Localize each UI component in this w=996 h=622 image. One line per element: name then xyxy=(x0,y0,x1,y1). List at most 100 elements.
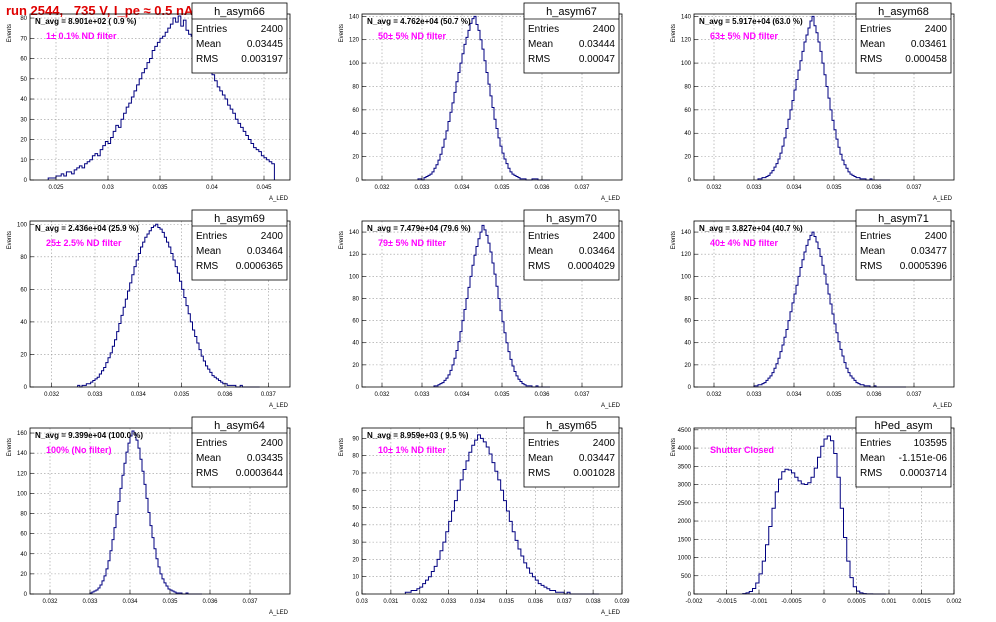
stat-label-rms: RMS xyxy=(860,54,883,65)
x-tick-label: 0.036 xyxy=(534,185,550,191)
stats-box-title: h_asym70 xyxy=(546,213,597,225)
stats-box: h_asym71 Entries 2400 Mean 0.03477 RMS 0.00053… xyxy=(855,209,952,281)
y-tick-label: 80 xyxy=(352,454,359,460)
histogram-panel-h_asym65: 0.03 0.031 0.032 0.033 0.034 0.035 0.036 0.037 0… xyxy=(332,414,664,621)
navg-label: N_avg = 4.762e+04 (50.7 %) xyxy=(367,17,471,26)
stat-label-mean: Mean xyxy=(860,39,885,50)
y-tick-label: 20 xyxy=(352,155,359,161)
x-axis-title: A_LED xyxy=(601,610,621,616)
y-tick-label: 120 xyxy=(681,38,692,44)
stat-label-rms: RMS xyxy=(860,261,883,272)
histogram-svg: 0.032 0.033 0.034 0.035 0.036 0.037 0 20 40 60 80 1… xyxy=(339,2,623,202)
y-tick-label: 80 xyxy=(352,84,359,90)
histogram-panel-h_asym71: 0.032 0.033 0.034 0.035 0.036 0.037 0 20 40 60 80 1… xyxy=(664,207,996,414)
stat-value-entries: 103595 xyxy=(914,438,948,449)
y-tick-label: 120 xyxy=(17,471,28,477)
stats-box: h_asym64 Entries 2400 Mean 0.03435 RMS 0.00036… xyxy=(191,416,288,488)
y-tick-label: 0 xyxy=(688,592,692,598)
stats-box: h_asym66 Entries 2400 Mean 0.03445 RMS 0.00319… xyxy=(191,2,288,74)
filter-annotation: 25± 2.5% ND filter xyxy=(46,238,122,248)
x-tick-label: -0.001 xyxy=(750,599,768,605)
filter-annotation: 100% (No filter) xyxy=(46,445,112,455)
x-tick-label: 0.037 xyxy=(261,392,277,398)
y-tick-label: 80 xyxy=(20,16,27,22)
stat-label-entries: Entries xyxy=(528,231,559,242)
y-tick-label: 0 xyxy=(356,385,360,391)
stats-box-title: h_asym64 xyxy=(214,420,265,432)
histogram-line xyxy=(753,231,906,388)
stats-box-frame xyxy=(855,209,952,281)
y-tick-label: 140 xyxy=(349,230,360,236)
x-axis-title: A_LED xyxy=(601,403,621,409)
y-axis-title: Events xyxy=(339,231,345,249)
y-tick-label: 40 xyxy=(20,97,27,103)
stat-value-entries: 2400 xyxy=(261,438,284,449)
x-tick-label: 0.034 xyxy=(454,392,470,398)
y-tick-label: 70 xyxy=(20,36,27,42)
histogram-svg: -0.002 -0.0015 -0.001 -0.0005 0 0.0005 0.001 0.… xyxy=(671,416,962,605)
x-tick-label: 0.04 xyxy=(206,185,218,191)
navg-label: N_avg = 7.479e+04 (79.6 %) xyxy=(367,224,471,233)
y-tick-label: 2000 xyxy=(678,519,692,525)
y-axis-title: Events xyxy=(7,231,13,249)
x-tick-label: 0.035 xyxy=(152,185,168,191)
stat-value-mean: 0.03461 xyxy=(911,39,948,50)
histogram-line xyxy=(433,224,550,388)
stats-box-title: hPed_asym xyxy=(874,420,932,432)
y-tick-label: 40 xyxy=(352,523,359,529)
x-tick-label: 0.035 xyxy=(826,392,842,398)
histogram-panel-h_asym69: 0.032 0.033 0.034 0.035 0.036 0.037 0 20 40 60 80 1… xyxy=(0,207,332,414)
y-axis-title: Events xyxy=(339,438,345,456)
y-tick-label: 0 xyxy=(24,385,28,391)
grid xyxy=(30,221,290,387)
histogram-panel-h_asym67: 0.032 0.033 0.034 0.035 0.036 0.037 0 20 40 60 80 1… xyxy=(332,0,664,207)
stats-box-frame xyxy=(523,2,620,74)
filter-annotation: 50± 5% ND filter xyxy=(378,31,446,41)
x-tick-label: 0.037 xyxy=(557,599,573,605)
x-tick-label: 0 xyxy=(822,599,826,605)
stat-value-entries: 2400 xyxy=(261,231,284,242)
x-tick-label: 0.033 xyxy=(414,392,430,398)
plot-frame xyxy=(693,13,955,181)
plot-frame xyxy=(29,427,291,595)
x-tick-label: 0.035 xyxy=(826,185,842,191)
stats-box: hPed_asym Entries 103595 Mean -1.151e-06 RMS 0… xyxy=(855,416,952,488)
y-tick-label: 40 xyxy=(684,131,691,137)
stat-label-rms: RMS xyxy=(860,468,883,479)
x-tick-label: 0.035 xyxy=(162,599,178,605)
stat-value-rms: 0.0006365 xyxy=(236,261,284,272)
y-tick-label: 0 xyxy=(356,592,360,598)
stats-box: h_asym69 Entries 2400 Mean 0.03464 RMS 0.00063… xyxy=(191,209,288,281)
x-tick-label: -0.002 xyxy=(685,599,703,605)
x-tick-label: 0.036 xyxy=(534,392,550,398)
histogram-line xyxy=(47,15,275,180)
x-tick-label: 0.032 xyxy=(374,392,390,398)
y-tick-label: 1500 xyxy=(678,537,692,543)
x-tick-label: 0.03 xyxy=(102,185,114,191)
y-tick-label: 40 xyxy=(684,341,691,347)
x-tick-label: 0.033 xyxy=(746,185,762,191)
plot-frame xyxy=(29,220,291,388)
x-tick-label: 0.032 xyxy=(374,185,390,191)
y-axis-title: Events xyxy=(671,438,677,456)
stats-box-frame xyxy=(191,209,288,281)
histogram-svg: 0.03 0.031 0.032 0.033 0.034 0.035 0.036 0.037 0… xyxy=(339,416,630,616)
x-axis-title: A_LED xyxy=(269,610,289,616)
y-tick-label: 140 xyxy=(681,230,692,236)
grid xyxy=(30,14,290,180)
y-tick-label: 90 xyxy=(352,436,359,442)
y-tick-label: 120 xyxy=(349,38,360,44)
stat-value-rms: 0.001028 xyxy=(573,468,615,479)
stats-box-title: h_asym69 xyxy=(214,213,265,225)
x-axis-title: A_LED xyxy=(601,196,621,202)
filter-annotation: 79± 5% ND filter xyxy=(378,238,446,248)
stat-value-rms: 0.003197 xyxy=(241,54,283,65)
stat-value-mean: 0.03444 xyxy=(579,39,616,50)
y-tick-label: 4500 xyxy=(678,428,692,434)
y-tick-label: 120 xyxy=(681,252,692,258)
stat-value-rms: 0.0003714 xyxy=(900,468,948,479)
histogram-line xyxy=(404,434,599,595)
filter-annotation: Shutter Closed xyxy=(710,445,774,455)
y-tick-label: 140 xyxy=(681,14,692,20)
